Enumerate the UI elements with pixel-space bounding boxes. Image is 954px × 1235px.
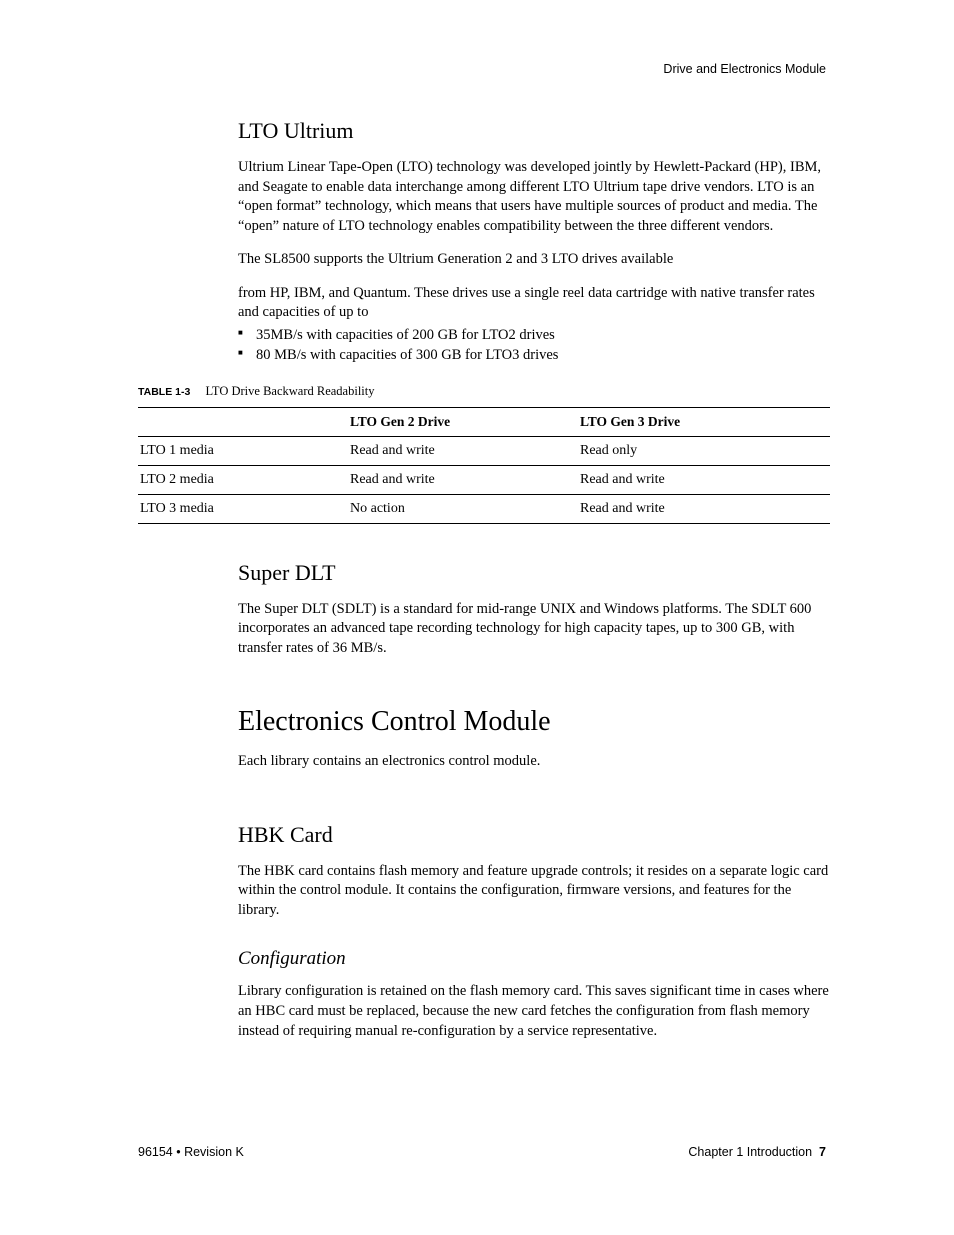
paragraph: The SL8500 supports the Ultrium Generati… (238, 250, 830, 270)
paragraph: The Super DLT (SDLT) is a standard for m… (238, 600, 830, 659)
heading-ecm: Electronics Control Module (238, 706, 830, 738)
table-header-cell (138, 407, 348, 436)
page: Drive and Electronics Module LTO Ultrium… (0, 0, 954, 1235)
table-header-cell: LTO Gen 3 Drive (578, 407, 830, 436)
table-header-cell: LTO Gen 2 Drive (348, 407, 578, 436)
paragraph: The HBK card contains flash memory and f… (238, 862, 830, 921)
footer-right: Chapter 1 Introduction 7 (688, 1145, 826, 1159)
table-cell: Read and write (578, 465, 830, 494)
table-label: TABLE 1-3 (138, 386, 190, 398)
page-content: LTO Ultrium Ultrium Linear Tape-Open (LT… (238, 118, 830, 1041)
footer-chapter: Chapter 1 Introduction (688, 1145, 812, 1159)
table-header-row: LTO Gen 2 Drive LTO Gen 3 Drive (138, 407, 830, 436)
table-cell: Read only (578, 436, 830, 465)
footer-left: 96154 • Revision K (138, 1145, 244, 1159)
table-row: LTO 3 media No action Read and write (138, 494, 830, 523)
heading-configuration: Configuration (238, 948, 830, 970)
paragraph: Each library contains an electronics con… (238, 752, 830, 772)
table-cell: LTO 1 media (138, 436, 348, 465)
running-header: Drive and Electronics Module (663, 62, 826, 76)
table-cell: LTO 3 media (138, 494, 348, 523)
list-item: 80 MB/s with capacities of 300 GB for LT… (238, 345, 830, 365)
paragraph: from HP, IBM, and Quantum. These drives … (238, 284, 830, 323)
heading-lto-ultrium: LTO Ultrium (238, 118, 830, 144)
page-footer: 96154 • Revision K Chapter 1 Introductio… (138, 1145, 826, 1159)
paragraph: Library configuration is retained on the… (238, 982, 830, 1041)
table-cell: Read and write (578, 494, 830, 523)
table-cell: Read and write (348, 465, 578, 494)
table-row: LTO 1 media Read and write Read only (138, 436, 830, 465)
table-cell: LTO 2 media (138, 465, 348, 494)
table-cell: Read and write (348, 436, 578, 465)
table-title: LTO Drive Backward Readability (205, 384, 374, 398)
heading-hbk-card: HBK Card (238, 822, 830, 848)
heading-super-dlt: Super DLT (238, 560, 830, 586)
table-cell: No action (348, 494, 578, 523)
paragraph: Ultrium Linear Tape-Open (LTO) technolog… (238, 158, 830, 236)
page-number: 7 (819, 1145, 826, 1159)
table-caption: TABLE 1-3 LTO Drive Backward Readability (138, 384, 830, 399)
lto-readability-table: LTO Gen 2 Drive LTO Gen 3 Drive LTO 1 me… (138, 407, 830, 524)
table-row: LTO 2 media Read and write Read and writ… (138, 465, 830, 494)
bullet-list: 35MB/s with capacities of 200 GB for LTO… (238, 325, 830, 366)
list-item: 35MB/s with capacities of 200 GB for LTO… (238, 325, 830, 345)
